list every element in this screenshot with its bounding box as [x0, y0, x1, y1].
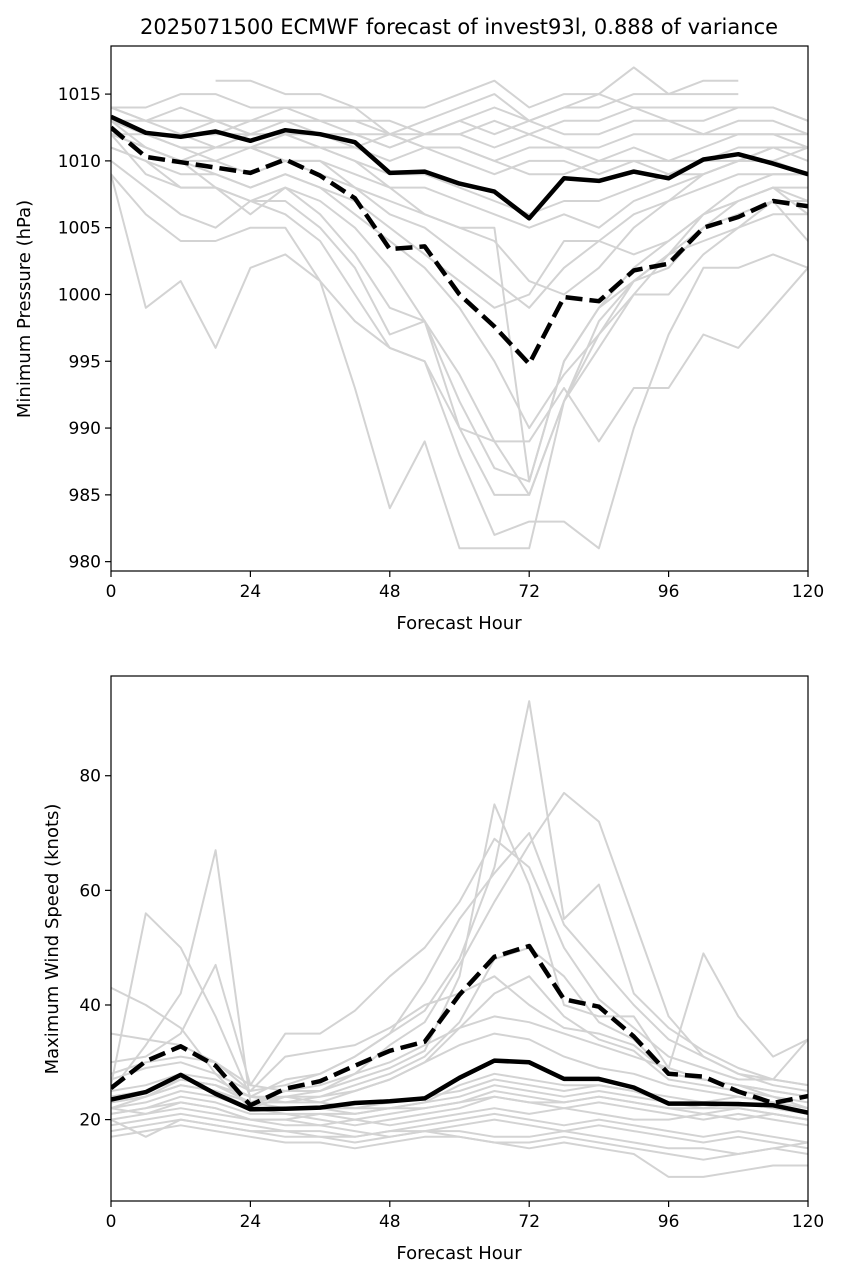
- pressure-y-tick-label: 1010: [58, 152, 101, 172]
- wind-ensemble-line: [111, 1078, 808, 1110]
- pressure-ensemble-line: [111, 119, 808, 162]
- wind-panel: 0 24 48 72 96 120 20 40 60 80 Forecast Hour Maxi…: [42, 675, 824, 1264]
- wind-y-tick-label: 40: [79, 996, 101, 1016]
- wind-y-axis-label: Maximum Wind Speed (knots): [42, 804, 63, 1075]
- wind-x-tick-label: 96: [658, 1212, 680, 1232]
- pressure-ensemble-line: [111, 133, 808, 483]
- wind-x-ticks: 0 24 48 72 96 120: [106, 1201, 824, 1232]
- wind-ensemble-line: [111, 1118, 808, 1150]
- wind-ensemble-line: [111, 1118, 808, 1178]
- pressure-ensemble-line: [111, 79, 808, 122]
- pressure-y-tick-label: 995: [69, 352, 101, 372]
- pressure-x-tick-label: 0: [106, 582, 117, 602]
- wind-highlight-lines: [111, 943, 808, 1115]
- wind-x-tick-label: 72: [518, 1212, 540, 1232]
- wind-ensemble-line: [111, 1095, 808, 1127]
- pressure-x-tick-label: 96: [658, 582, 680, 602]
- wind-ensemble-line: [111, 832, 808, 1098]
- pressure-ensemble-line: [111, 173, 808, 550]
- pressure-y-ticks: 980 985 990 995 1000 1005 1010 1015: [58, 85, 111, 573]
- wind-x-axis-label: Forecast Hour: [396, 1243, 522, 1264]
- pressure-x-tick-label: 72: [518, 582, 540, 602]
- pressure-ensemble-lines: [111, 66, 808, 550]
- pressure-solid-highlight-line: [111, 114, 808, 221]
- wind-y-tick-label: 60: [79, 881, 101, 901]
- pressure-y-tick-label: 1000: [58, 285, 101, 305]
- pressure-ensemble-line: [215, 66, 739, 136]
- wind-ensemble-line: [111, 975, 808, 1104]
- wind-ensemble-line: [111, 1107, 808, 1127]
- wind-ensemble-line: [111, 791, 808, 1104]
- pressure-y-tick-label: 980: [69, 553, 101, 573]
- wind-ensemble-line: [111, 1084, 808, 1115]
- wind-y-tick-label: 80: [79, 767, 101, 787]
- wind-y-ticks: 20 40 60 80: [79, 767, 111, 1131]
- pressure-x-tick-label: 120: [792, 582, 824, 602]
- wind-dashed-highlight-line: [111, 943, 808, 1108]
- chart-title: 2025071500 ECMWF forecast of invest93l, …: [140, 15, 778, 39]
- wind-x-tick-label: 0: [106, 1212, 117, 1232]
- pressure-y-tick-label: 1005: [58, 219, 101, 239]
- wind-ensemble-line: [111, 837, 808, 1087]
- pressure-x-axis-label: Forecast Hour: [396, 613, 522, 634]
- pressure-ensemble-line: [111, 160, 808, 496]
- pressure-x-ticks: 0 24 48 72 96 120: [106, 571, 824, 602]
- wind-solid-highlight-line: [111, 1058, 808, 1115]
- wind-ensemble-line: [111, 1112, 808, 1144]
- pressure-y-axis-label: Minimum Pressure (hPa): [14, 200, 35, 418]
- pressure-ensemble-line: [111, 119, 808, 176]
- pressure-panel: 0 24 48 72 96 120 980 985 990 995 1000 1005 1010 101…: [14, 45, 824, 634]
- pressure-ensemble-line: [111, 133, 808, 309]
- pressure-y-tick-label: 985: [69, 486, 101, 506]
- pressure-ensemble-line: [111, 106, 808, 149]
- pressure-ensemble-line: [111, 106, 808, 149]
- wind-ensemble-line: [111, 1095, 808, 1121]
- pressure-ensemble-line: [111, 133, 808, 176]
- pressure-highlight-lines: [111, 114, 808, 367]
- pressure-plot-frame: [110, 45, 809, 572]
- pressure-ensemble-line: [111, 173, 808, 550]
- wind-y-tick-label: 20: [79, 1111, 101, 1131]
- wind-ensemble-line: [111, 1101, 808, 1155]
- pressure-x-tick-label: 48: [379, 582, 401, 602]
- pressure-x-tick-label: 24: [240, 582, 262, 602]
- wind-x-tick-label: 24: [240, 1212, 262, 1232]
- pressure-y-tick-label: 1015: [58, 85, 101, 105]
- wind-x-tick-label: 120: [792, 1212, 824, 1232]
- wind-ensemble-line: [111, 700, 808, 1092]
- wind-x-tick-label: 48: [379, 1212, 401, 1232]
- pressure-dashed-highlight-line: [111, 125, 808, 367]
- wind-plot-frame: [110, 675, 809, 1202]
- pressure-y-tick-label: 990: [69, 419, 101, 439]
